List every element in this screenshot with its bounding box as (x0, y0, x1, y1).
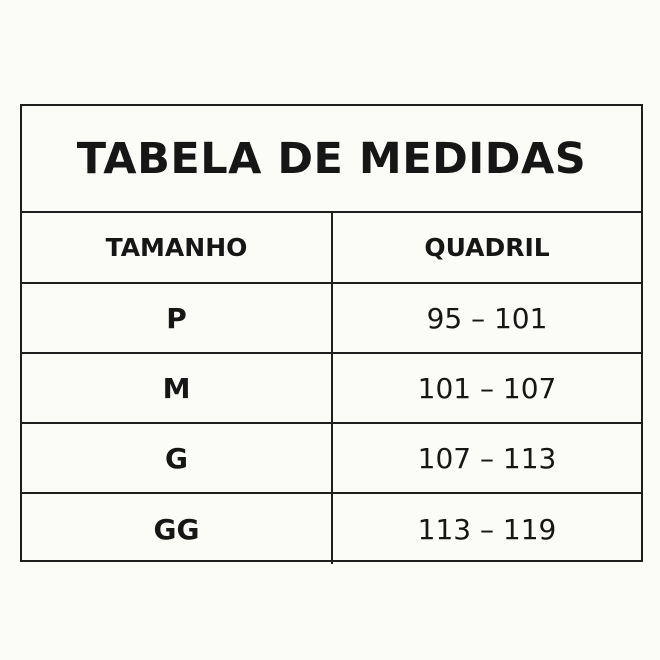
header-size: TAMANHO (22, 213, 333, 282)
table-row: GG 113 – 119 (22, 494, 641, 564)
header-hip: QUADRIL (424, 233, 550, 262)
table-title: TABELA DE MEDIDAS (22, 106, 641, 213)
table-row: P 95 – 101 (22, 284, 641, 354)
size-cell: G (22, 424, 333, 492)
hip-cell: 101 – 107 (417, 371, 557, 405)
hip-cell: 95 – 101 (426, 301, 548, 335)
size-cell: M (22, 354, 333, 422)
hip-cell: 107 – 113 (417, 441, 557, 475)
table-row: G 107 – 113 (22, 424, 641, 494)
hip-cell: 113 – 119 (417, 512, 557, 546)
size-cell: GG (22, 494, 333, 564)
size-chart-table: TABELA DE MEDIDAS TAMANHO QUADRIL P 95 –… (20, 104, 643, 564)
table-row: M 101 – 107 (22, 354, 641, 424)
header-row: TAMANHO QUADRIL (22, 213, 641, 284)
size-cell: P (22, 284, 333, 352)
